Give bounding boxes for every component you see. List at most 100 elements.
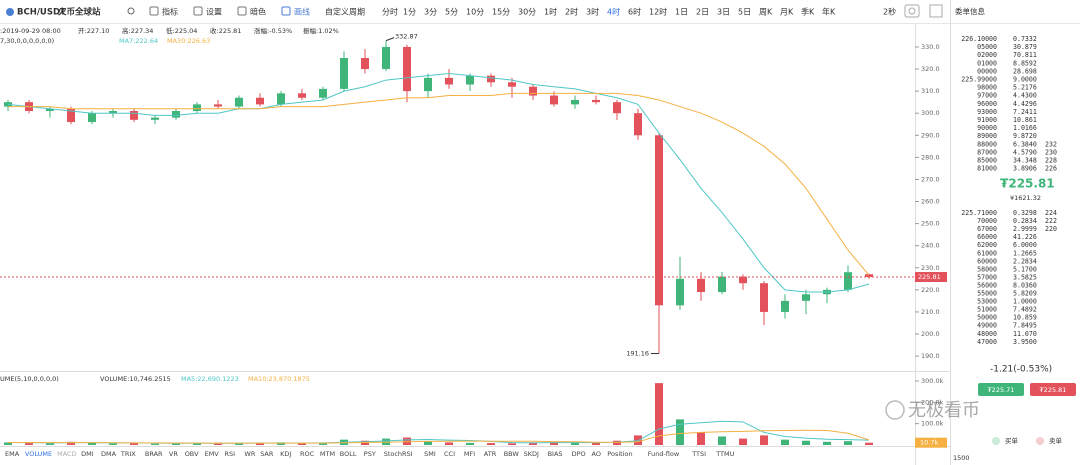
period-button[interactable]: 季K <box>801 7 815 17</box>
period-button[interactable]: 分时 <box>382 7 398 17</box>
info-high: 高:227.34 <box>122 26 153 35</box>
period-button[interactable]: 30分 <box>518 8 536 17</box>
tool-icon[interactable] <box>281 6 291 16</box>
price: 51000 <box>977 306 997 314</box>
tool-button[interactable]: 自定义周期 <box>325 7 365 17</box>
candle-body <box>781 300 789 312</box>
period-button[interactable]: 3分 <box>424 8 437 17</box>
depth: 230 <box>1045 148 1057 156</box>
camera-icon[interactable] <box>904 4 920 18</box>
indicator-tab[interactable]: MTM <box>320 450 335 458</box>
amount: 1.0000 <box>1013 298 1037 306</box>
indicator-tab[interactable]: PSY <box>364 450 376 458</box>
volume-bar <box>298 443 306 445</box>
period-button[interactable]: 12时 <box>649 7 667 17</box>
period-button[interactable]: 5日 <box>738 8 751 17</box>
indicator-tab[interactable]: ATR <box>484 450 497 458</box>
amount: 70.811 <box>1013 51 1037 59</box>
indicator-tab[interactable]: RSI <box>225 450 236 458</box>
tool-button[interactable]: 暗色 <box>250 7 266 17</box>
period-button[interactable]: 15分 <box>492 8 510 17</box>
indicator-tab[interactable]: TTMU <box>715 450 734 458</box>
tool-button[interactable]: 画线 <box>294 7 310 17</box>
period-button[interactable]: 2时 <box>565 7 578 17</box>
indicator-tab[interactable]: TRIX <box>120 450 136 458</box>
period-button[interactable]: 10分 <box>466 8 484 17</box>
indicator-tab[interactable]: DMI <box>81 450 94 458</box>
indicator-tab[interactable]: SKDJ <box>524 450 539 458</box>
indicator-tab[interactable]: EMV <box>205 450 220 458</box>
indicator-tab[interactable]: VR <box>169 450 178 458</box>
legend-buy: 买单 <box>1005 436 1019 445</box>
indicator-tab[interactable]: TTSI <box>691 450 706 458</box>
period-button[interactable]: 6时 <box>628 7 641 17</box>
period-button[interactable]: 3日 <box>717 8 730 17</box>
tool-icon[interactable] <box>149 6 159 16</box>
volume-bar <box>445 442 453 445</box>
amount: 8.0360 <box>1013 281 1037 289</box>
indicator-tab[interactable]: StochRSI <box>384 450 413 458</box>
indicator-tab[interactable]: AO <box>592 450 601 458</box>
amount: 4.4296 <box>1013 100 1037 108</box>
period-button[interactable]: 月K <box>780 8 794 17</box>
price: 226.10000 <box>961 35 997 43</box>
y-tick-label: 250.0 <box>921 220 940 228</box>
volume-bar <box>67 441 75 445</box>
fullscreen-icon[interactable] <box>929 4 943 18</box>
indicator-tab[interactable]: BIAS <box>548 450 563 458</box>
price: 05000 <box>977 43 997 51</box>
info-vol-params: UME(5,10,0,0,0,0) <box>0 375 59 383</box>
indicator-tab[interactable]: DPO <box>572 450 586 458</box>
volume-bar <box>46 443 54 445</box>
period-button[interactable]: 3时 <box>586 7 599 17</box>
bid-button-label[interactable]: ₮225.71 <box>988 386 1015 394</box>
amount: 34.348 <box>1013 157 1037 165</box>
amount: 7.2411 <box>1013 108 1037 116</box>
y-tick-label: 240.0 <box>921 242 940 250</box>
indicator-tab[interactable]: SMI <box>424 450 436 458</box>
period-button[interactable]: 1日 <box>675 8 688 17</box>
indicator-tab[interactable]: Fund-flow <box>648 450 680 458</box>
indicator-tab[interactable]: BRAR <box>145 450 163 458</box>
indicator-tab[interactable]: MFI <box>464 450 475 458</box>
search-icon[interactable] <box>127 7 135 15</box>
ask-button-label[interactable]: ₮225.81 <box>1040 386 1067 394</box>
indicator-tab[interactable]: Position <box>607 450 632 458</box>
indicator-tab[interactable]: BBW <box>504 450 520 458</box>
bid-button[interactable] <box>978 383 1024 396</box>
period-button[interactable]: 1分 <box>403 8 416 17</box>
tool-button[interactable]: 指标 <box>162 7 178 17</box>
period-button[interactable]: 4时 <box>607 7 620 17</box>
indicator-tab[interactable]: WR <box>244 450 255 458</box>
tool-icon[interactable] <box>237 6 247 16</box>
indicator-tab[interactable]: OBV <box>185 450 199 458</box>
indicator-tab[interactable]: DMA <box>101 450 117 458</box>
volume-bar <box>655 383 663 445</box>
tool-icon[interactable] <box>193 6 203 16</box>
info-open: 开:227.10 <box>78 27 109 35</box>
volume-bar <box>130 443 138 445</box>
period-button[interactable]: 年K <box>822 7 836 17</box>
period-button[interactable]: 1时 <box>544 7 557 17</box>
legend-sell: 卖单 <box>1049 436 1063 445</box>
indicator-tab[interactable]: EMA <box>5 450 20 458</box>
indicator-tab[interactable]: KDJ <box>280 450 291 458</box>
indicator-tab[interactable]: BOLL <box>340 450 357 458</box>
symbol[interactable]: BCH/USDT <box>17 8 66 18</box>
indicator-tab[interactable]: ROC <box>300 450 315 458</box>
ask-button[interactable] <box>1030 383 1076 396</box>
period-button[interactable]: 周K <box>759 8 773 17</box>
indicator-tab[interactable]: MACD <box>57 450 76 458</box>
tool-button[interactable]: 设置 <box>206 7 222 17</box>
period-button[interactable]: 5分 <box>445 8 458 17</box>
legend-sell-dot <box>1036 437 1044 445</box>
price: 49000 <box>977 322 997 330</box>
indicator-tab[interactable]: VOLUME <box>25 450 52 458</box>
indicator-tab[interactable]: CCI <box>444 450 455 458</box>
indicator-tab[interactable]: SAR <box>260 450 274 458</box>
price: 66000 <box>977 233 997 241</box>
period-button[interactable]: 2日 <box>696 8 709 17</box>
volume-bar <box>256 443 264 445</box>
refresh-interval[interactable]: 2秒 <box>883 7 896 17</box>
amount: 8.8592 <box>1013 59 1037 67</box>
